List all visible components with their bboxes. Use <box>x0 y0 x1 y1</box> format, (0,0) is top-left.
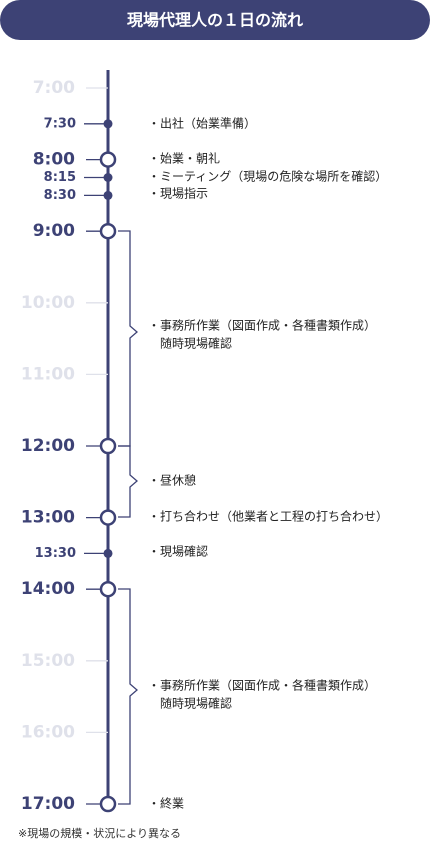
time-label: 12:00 <box>21 436 75 456</box>
time-label: 13:00 <box>21 508 75 528</box>
time-label: 15:00 <box>21 651 75 671</box>
event: ・昼休憩 <box>148 473 196 488</box>
event: ・現場確認 <box>148 544 208 559</box>
bracket <box>118 230 138 447</box>
ticks: 7:00 7:30 8:008:15 8:30 9:00 10:00 11:00 12:00 1… <box>21 78 117 814</box>
event: 随時現場確認 <box>160 336 232 351</box>
marker-dot <box>103 173 113 182</box>
event: ・始業・朝礼 <box>148 151 220 166</box>
event: ・現場指示 <box>148 186 208 201</box>
marker-open <box>99 222 117 240</box>
marker-open <box>99 509 117 526</box>
event: ・打ち合わせ（他業者と工程の打ち合わせ） <box>148 509 388 524</box>
time-label: 8:30 <box>44 188 76 203</box>
time-label: 8:15 <box>44 170 76 185</box>
time-label: 7:00 <box>33 78 75 98</box>
event: 随時現場確認 <box>160 696 232 711</box>
marker-open <box>99 580 117 598</box>
event: ・事務所作業（図面作成・各種書類作成） <box>148 318 376 333</box>
title-bar <box>0 0 430 40</box>
marker-dot <box>103 190 113 200</box>
marker-open <box>99 437 117 455</box>
bracket <box>118 588 138 805</box>
time-label: 7:30 <box>44 116 76 131</box>
time-label: 8:00 <box>33 150 75 170</box>
note: ※現場の規模・状況により異なる <box>18 826 181 840</box>
time-label: 17:00 <box>21 794 75 814</box>
time-label: 14:00 <box>21 579 75 599</box>
marker-dot <box>103 119 113 129</box>
marker-dot <box>103 548 113 558</box>
bracket <box>118 445 138 518</box>
marker-open <box>99 795 117 813</box>
time-label: 13:30 <box>35 546 76 561</box>
event: ・出社（始業準備） <box>148 116 256 131</box>
title: 現場代理人の１日の流れ <box>127 11 303 30</box>
time-label: 16:00 <box>21 722 75 742</box>
time-label: 10:00 <box>21 293 75 313</box>
brackets <box>118 230 138 805</box>
events: ・出社（始業準備） ・始業・朝礼 ・ミーティング（現場の危険な場所を確認） ・現… <box>148 116 388 811</box>
event: ・ミーティング（現場の危険な場所を確認） <box>148 169 387 184</box>
event: ・終業 <box>148 796 184 811</box>
time-label: 9:00 <box>33 221 75 241</box>
event: ・事務所作業（図面作成・各種書類作成） <box>148 678 376 693</box>
time-label: 11:00 <box>21 364 75 384</box>
marker-open <box>99 151 117 168</box>
